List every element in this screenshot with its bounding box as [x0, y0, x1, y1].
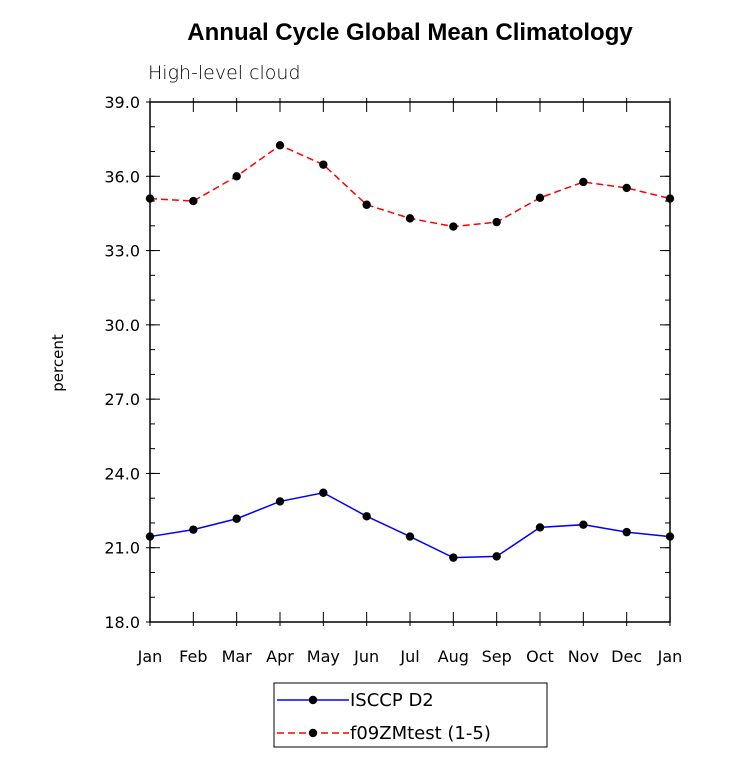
y-axis-label: percent [49, 334, 67, 392]
legend-label: f09ZMtest (1-5) [350, 723, 491, 744]
series-2 [145, 141, 675, 231]
data-point [622, 183, 631, 193]
x-tick-label: Sep [482, 647, 512, 666]
axes: 18.0 21.0 24.0 27.0 30.0 33.0 36.0 39.0 Jan Feb Ma… [104, 93, 682, 666]
legend-label: ISCCP D2 [350, 690, 434, 711]
data-point [622, 527, 631, 537]
y-tick-label: 27.0 [104, 390, 140, 409]
x-tick-label: Jan [137, 647, 163, 666]
x-tick-label: Jun [353, 647, 379, 666]
y-tick-label: 39.0 [104, 93, 140, 112]
y-tick-label: 33.0 [104, 242, 140, 261]
x-tick-label: Jul [399, 647, 419, 666]
data-point [362, 512, 371, 521]
data-point [579, 520, 588, 529]
data-point [232, 514, 241, 523]
data-point [665, 194, 675, 203]
data-point [405, 532, 415, 541]
data-point [145, 194, 155, 203]
y-tick-label: 21.0 [104, 539, 140, 558]
data-point [405, 214, 415, 223]
chart-title: Annual Cycle Global Mean Climatology [187, 19, 633, 46]
x-tick-label: Dec [611, 647, 642, 666]
legend-marker [308, 695, 318, 705]
data-point [665, 532, 675, 541]
x-tick-label: Jan [657, 647, 683, 666]
chart-subtitle: High-level cloud [148, 62, 301, 84]
legend: ISCCP D2 f09ZMtest (1-5) [273, 682, 548, 748]
data-point [362, 200, 371, 209]
series-line [149, 491, 671, 559]
x-tick-label: Mar [222, 647, 253, 666]
x-tick-label: Aug [438, 647, 469, 666]
x-tick-label: Apr [266, 647, 294, 666]
x-tick-label: Oct [526, 647, 554, 666]
x-tick-label: Feb [179, 647, 207, 666]
data-point [492, 217, 501, 227]
x-tick-label: May [307, 647, 340, 666]
data-point [449, 553, 458, 562]
series-layer [145, 141, 675, 562]
data-point [579, 177, 588, 187]
y-tick-label: 36.0 [104, 167, 140, 186]
data-point [232, 172, 241, 181]
data-point [189, 525, 198, 534]
x-tick-label: Nov [568, 647, 599, 666]
y-tick-label: 18.0 [104, 613, 140, 632]
data-point [275, 497, 285, 506]
data-point [275, 141, 285, 150]
data-point [535, 193, 545, 203]
data-point [492, 552, 501, 561]
data-point [319, 488, 328, 497]
data-point [189, 196, 198, 206]
y-tick-label: 30.0 [104, 316, 140, 335]
plot-frame [149, 101, 671, 623]
data-point [449, 222, 458, 231]
legend-box [273, 682, 548, 748]
series-1 [145, 488, 675, 562]
data-point [145, 532, 155, 541]
legend-marker [308, 728, 318, 738]
y-tick-label: 24.0 [104, 464, 140, 483]
data-point [535, 523, 545, 532]
data-point [319, 160, 328, 169]
